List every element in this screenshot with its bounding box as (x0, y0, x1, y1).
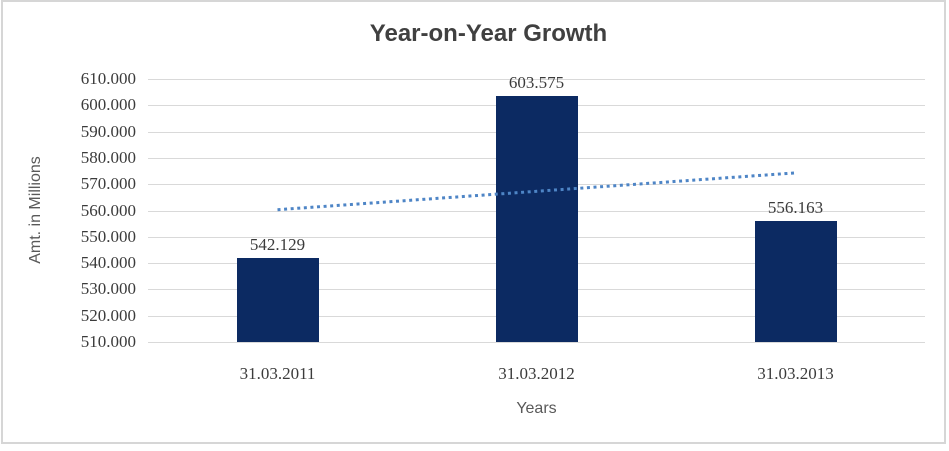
y-tick-label: 560.000 (80, 200, 136, 220)
chart-title: Year-on-Year Growth (369, 20, 608, 47)
data-label: 556.163 (767, 197, 824, 217)
y-tick-label: 590.000 (80, 121, 136, 141)
y-tick-label: 570.000 (80, 174, 136, 194)
y-tick-label: 510.000 (80, 332, 136, 351)
y-tick-label: 540.000 (80, 253, 136, 273)
x-category-label: 31.03.2011 (239, 364, 316, 383)
data-label: 542.129 (249, 234, 306, 254)
gridline (148, 342, 925, 343)
data-label: 603.575 (508, 72, 565, 92)
bar-31.03.2012 (495, 95, 578, 342)
y-tick-label: 550.000 (80, 226, 136, 246)
x-axis-title: Years (516, 400, 557, 417)
x-category-label: 31.03.2013 (757, 364, 834, 383)
y-tick-label: 610.000 (80, 69, 136, 88)
y-tick-label: 520.000 (80, 305, 136, 325)
plot-area (148, 79, 925, 343)
bar-31.03.2013 (754, 220, 837, 342)
x-category-label: 31.03.2012 (498, 364, 575, 383)
y-tick-label: 530.000 (80, 279, 136, 299)
bar-31.03.2011 (236, 257, 319, 342)
y-tick-label: 580.000 (80, 147, 136, 167)
gridline (148, 79, 925, 80)
y-tick-label: 600.000 (80, 95, 136, 115)
